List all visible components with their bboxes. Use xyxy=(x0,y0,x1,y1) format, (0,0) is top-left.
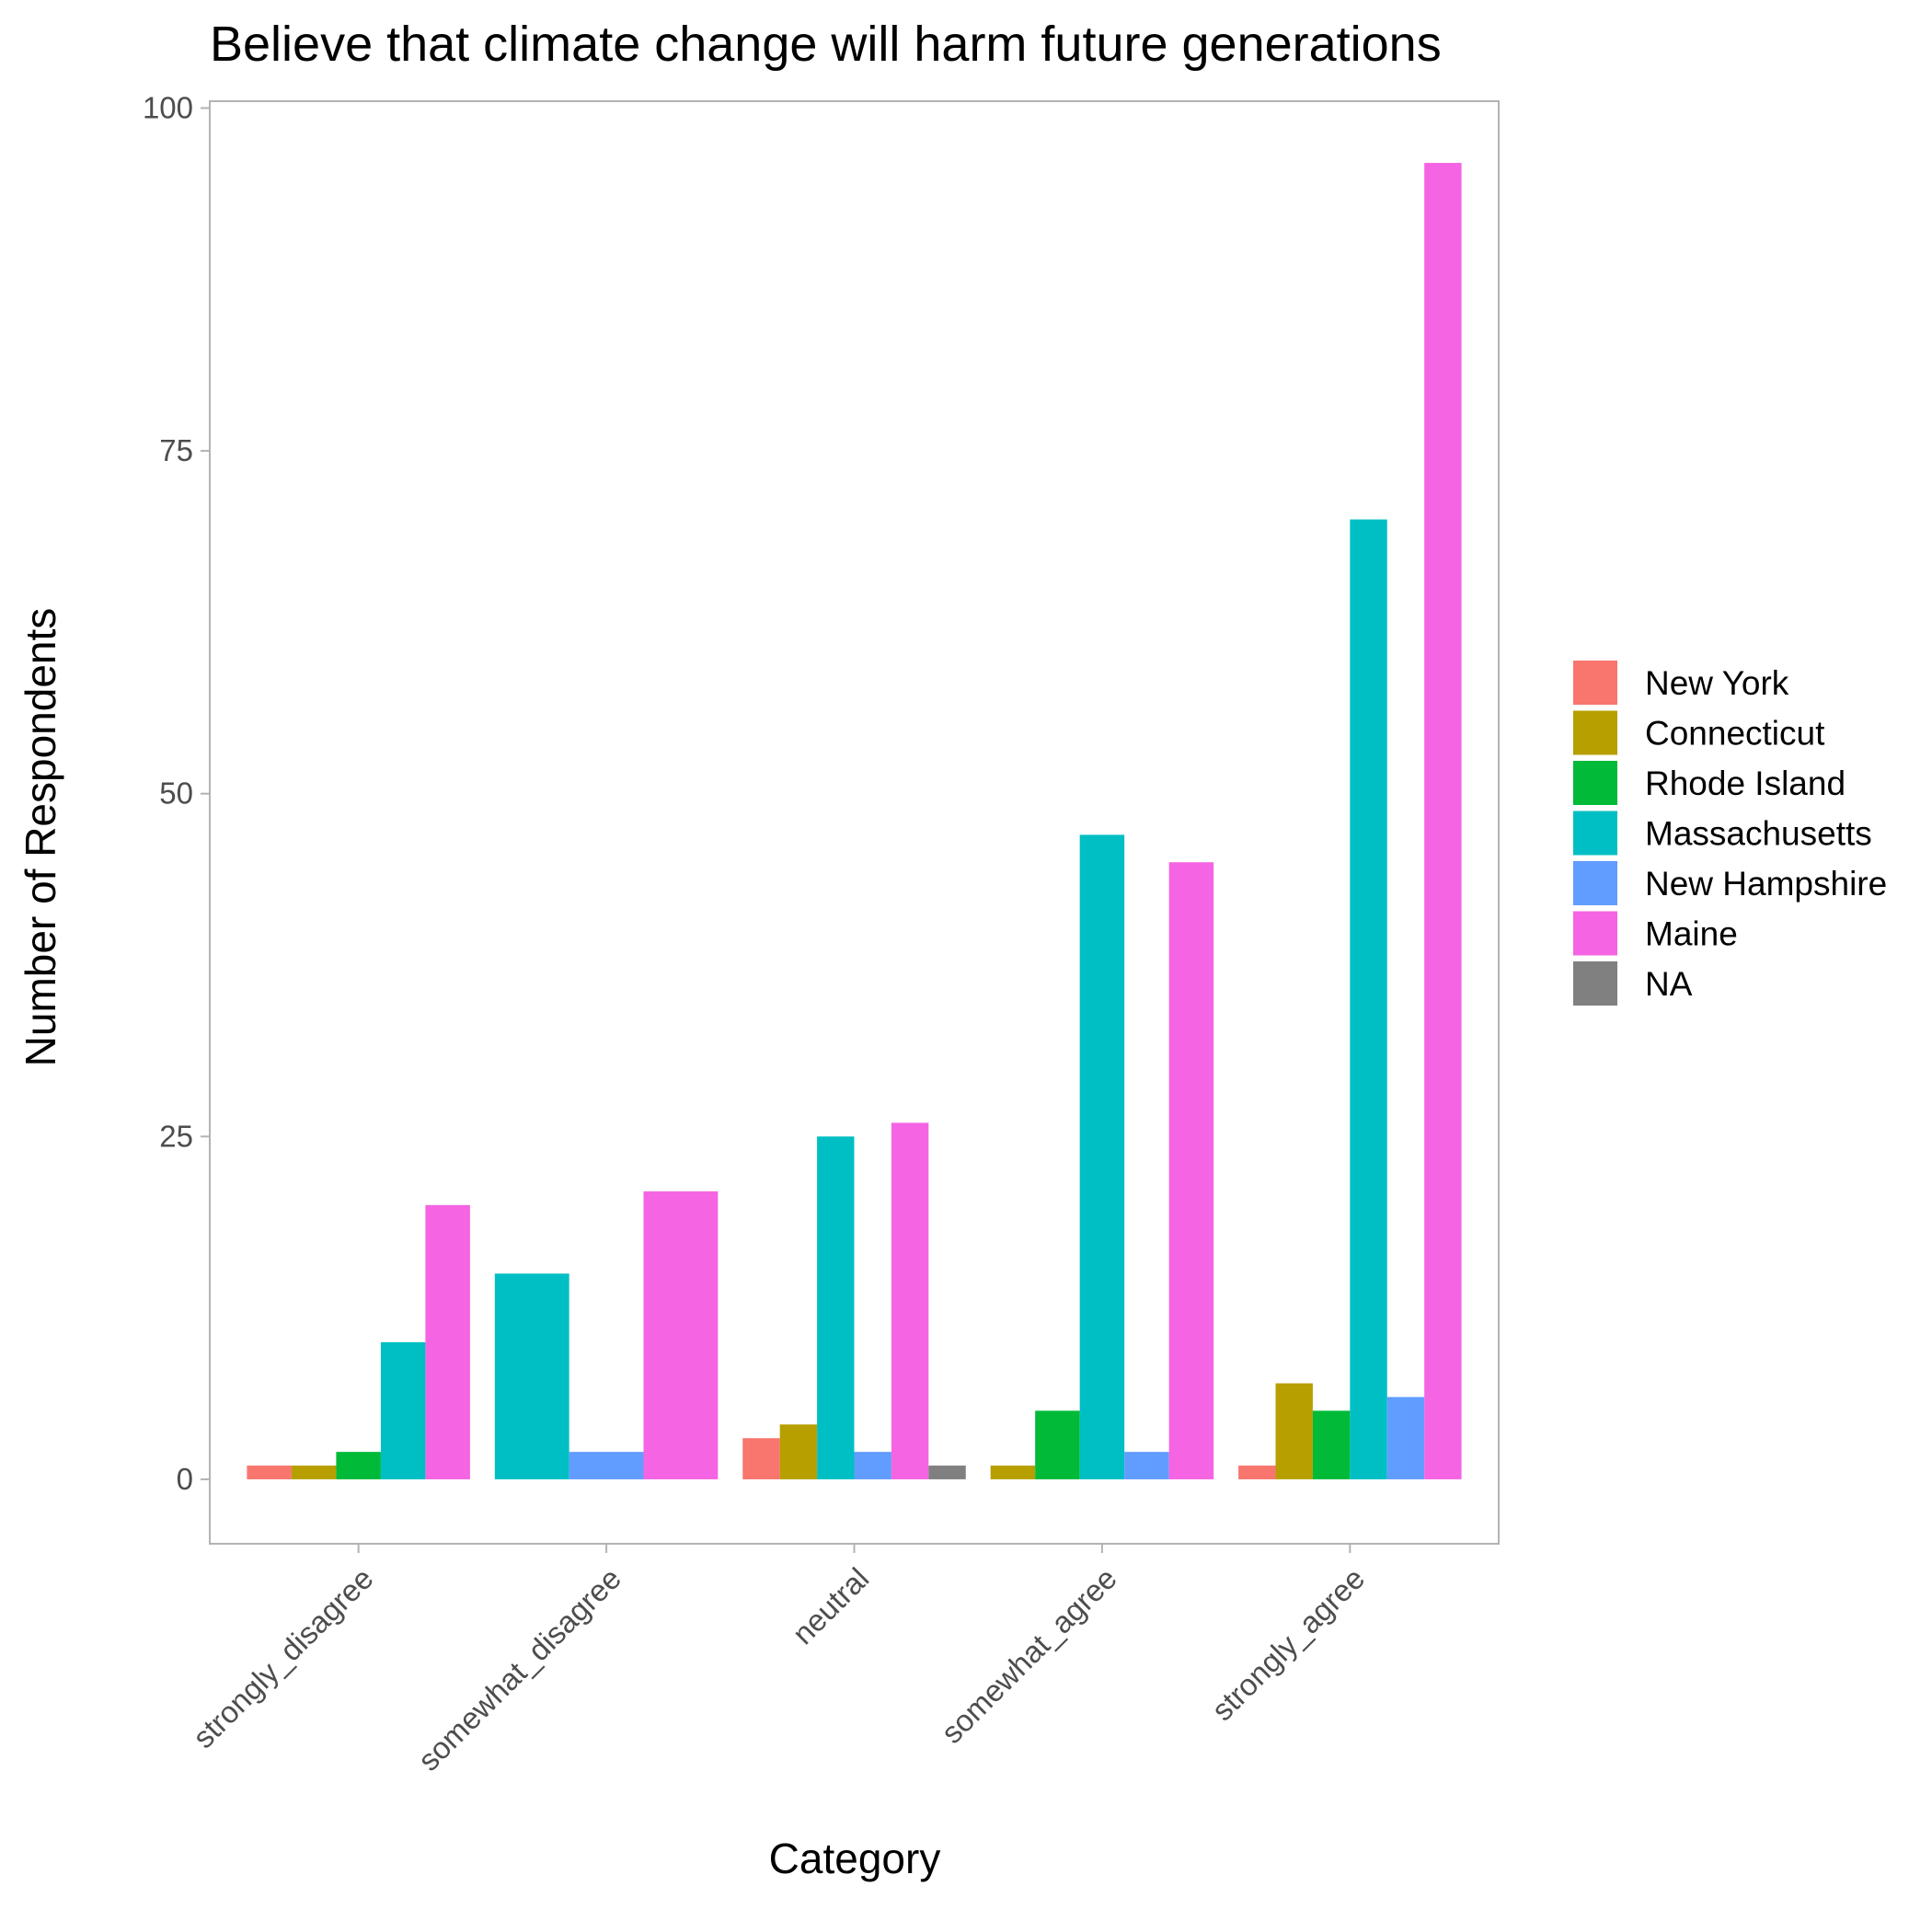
legend-label: Rhode Island xyxy=(1645,765,1846,802)
legend-swatch xyxy=(1573,961,1617,1006)
bars-layer xyxy=(247,163,1462,1479)
legend-label: New York xyxy=(1645,664,1789,702)
legend-swatch xyxy=(1573,911,1617,956)
legend-swatch xyxy=(1573,811,1617,856)
bar-neutral-na xyxy=(928,1466,966,1479)
bar-somewhat_disagree-massachusetts xyxy=(494,1273,569,1479)
legend-swatch xyxy=(1573,710,1617,755)
legend-swatch xyxy=(1573,761,1617,805)
bar-somewhat_agree-connecticut xyxy=(990,1466,1036,1479)
bar-strongly_agree-massachusetts xyxy=(1350,519,1387,1479)
y-tick-label: 25 xyxy=(159,1119,193,1153)
x-tick-label: strongly_disagree xyxy=(186,1561,379,1754)
legend-swatch xyxy=(1573,661,1617,705)
legend-label: New Hampshire xyxy=(1645,865,1887,903)
bar-somewhat_agree-new-hampshire xyxy=(1124,1452,1169,1479)
x-tick-label: neutral xyxy=(786,1561,876,1651)
bar-strongly_disagree-connecticut xyxy=(291,1466,337,1479)
bar-somewhat_agree-rhode-island xyxy=(1035,1410,1080,1479)
bar-neutral-new-hampshire xyxy=(854,1452,891,1479)
bar-strongly_agree-new-york xyxy=(1238,1466,1276,1479)
bar-neutral-new-york xyxy=(742,1438,780,1479)
bar-somewhat_disagree-new-hampshire xyxy=(569,1452,644,1479)
bar-strongly_agree-connecticut xyxy=(1275,1383,1313,1479)
legend-label: NA xyxy=(1645,965,1693,1003)
bar-strongly_disagree-maine xyxy=(425,1204,470,1479)
bar-strongly_disagree-new-york xyxy=(247,1466,292,1479)
bar-strongly_agree-maine xyxy=(1424,163,1462,1479)
legend-swatch xyxy=(1573,861,1617,905)
y-tick-label: 75 xyxy=(159,433,193,467)
bar-somewhat_agree-massachusetts xyxy=(1079,834,1125,1479)
chart-title: Believe that climate change will harm fu… xyxy=(210,17,1442,72)
legend-label: Maine xyxy=(1645,915,1738,953)
bar-strongly_disagree-rhode-island xyxy=(336,1452,381,1479)
x-axis-title: Category xyxy=(769,1834,941,1882)
bar-neutral-massachusetts xyxy=(817,1136,855,1479)
legend-label: Massachusetts xyxy=(1645,815,1872,853)
legend: New York Connecticut Rhode Island Massachus… xyxy=(1573,661,1887,1006)
x-tick-label: strongly_agree xyxy=(1205,1561,1372,1728)
bar-strongly_agree-rhode-island xyxy=(1312,1410,1351,1479)
legend-label: Connecticut xyxy=(1645,715,1825,753)
bar-strongly_agree-new-hampshire xyxy=(1386,1397,1425,1479)
y-tick-label: 100 xyxy=(143,90,193,124)
x-tick-label: somewhat_agree xyxy=(935,1561,1123,1750)
y-tick-label: 50 xyxy=(159,776,193,811)
y-tick-label: 0 xyxy=(177,1462,193,1496)
y-axis: 0 25 50 75 100 xyxy=(143,90,210,1496)
bar-somewhat_agree-maine xyxy=(1168,862,1214,1479)
bar-strongly_disagree-massachusetts xyxy=(380,1341,426,1479)
bar-somewhat_disagree-maine xyxy=(643,1190,719,1479)
x-tick-label: somewhat_disagree xyxy=(411,1561,627,1777)
y-axis-title: Number of Respondents xyxy=(17,608,64,1067)
bar-neutral-maine xyxy=(891,1122,929,1479)
x-axis: strongly_disagree somewhat_disagree neutra… xyxy=(186,1544,1371,1777)
bar-neutral-connecticut xyxy=(779,1424,818,1479)
